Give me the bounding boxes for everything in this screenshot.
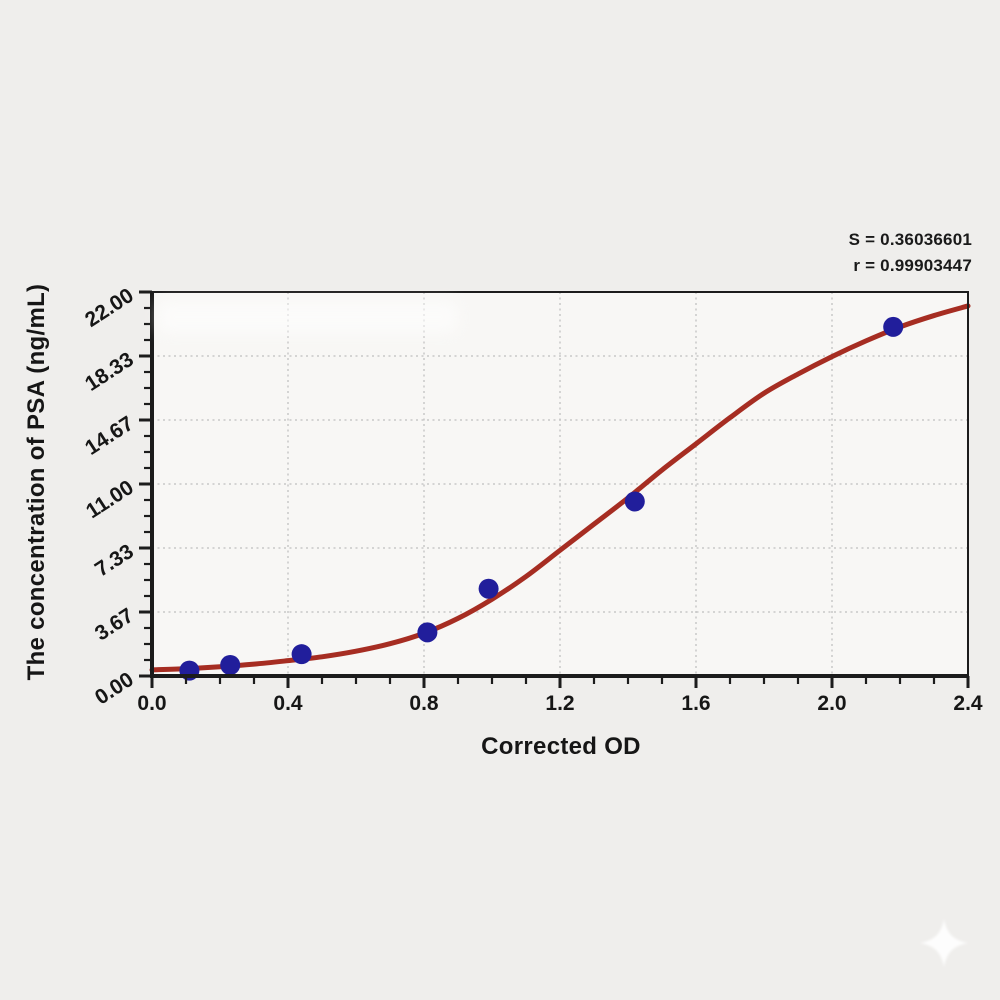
data-point [417, 622, 438, 643]
data-point [478, 578, 499, 599]
x-tick-label: 0.8 [409, 692, 439, 715]
x-tick-label: 2.4 [953, 692, 983, 715]
y-tick-label: 14.67 [81, 412, 138, 460]
y-tick-label: 3.67 [91, 604, 138, 646]
y-tick-label: 0.00 [91, 668, 138, 710]
x-axis-title: Corrected OD [481, 733, 641, 760]
fit-curve [149, 303, 971, 673]
x-tick-label: 1.6 [681, 692, 710, 715]
data-point [220, 655, 241, 676]
y-tick-label: 11.00 [82, 476, 138, 523]
y-tick-label: 22.00 [81, 284, 138, 332]
s-value: S = 0.36036601 [848, 230, 972, 249]
x-tick-label: 2.0 [817, 692, 846, 715]
fit-statistics: S = 0.36036601 r = 0.99903447 [849, 227, 972, 279]
y-tick-label: 7.33 [91, 540, 138, 582]
x-tick-label: 0.0 [137, 692, 166, 715]
y-tick-label: 18.33 [81, 348, 138, 396]
x-tick-label: 0.4 [273, 692, 303, 715]
y-axis-title: The concentration of PSA (ng/mL) [23, 283, 50, 681]
x-tick-label: 1.2 [545, 692, 574, 715]
r-value: r = 0.99903447 [853, 256, 972, 275]
data-point [883, 316, 904, 337]
data-point [291, 644, 312, 665]
data-point [624, 491, 645, 512]
